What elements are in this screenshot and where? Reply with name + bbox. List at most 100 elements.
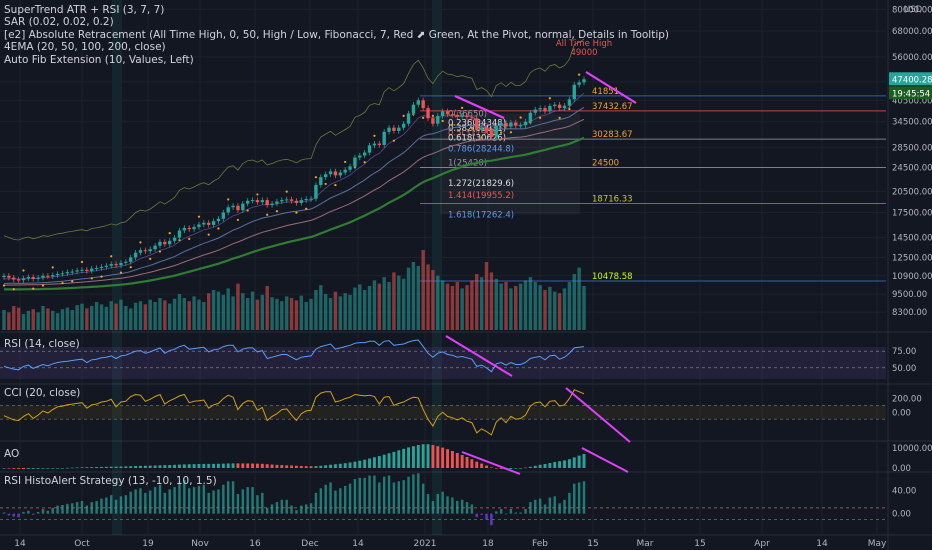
candle-body[interactable] — [245, 200, 250, 204]
candle-body[interactable] — [226, 207, 230, 213]
legend-4ema[interactable]: 4EMA (20, 50, 100, 200, close) — [4, 41, 166, 54]
candle-body[interactable] — [202, 222, 206, 225]
candle-body[interactable] — [216, 218, 221, 222]
candle-body[interactable] — [518, 125, 523, 127]
candle-body[interactable] — [489, 130, 494, 137]
candle-body[interactable] — [270, 203, 274, 206]
candle-body[interactable] — [26, 277, 31, 279]
candle-body[interactable] — [358, 155, 362, 158]
candle-body[interactable] — [207, 222, 211, 225]
candle-body[interactable] — [255, 200, 260, 203]
candle-body[interactable] — [436, 116, 440, 124]
candle-body[interactable] — [231, 205, 235, 208]
candle-body[interactable] — [177, 230, 182, 238]
candle-body[interactable] — [114, 264, 118, 266]
candle-body[interactable] — [182, 227, 187, 231]
ao-pane-title[interactable]: AO — [4, 448, 20, 460]
candle-body[interactable] — [548, 106, 552, 112]
candle-body[interactable] — [80, 269, 84, 271]
candle-body[interactable] — [138, 250, 143, 253]
candle-body[interactable] — [197, 224, 201, 228]
price-divergence-line[interactable] — [585, 71, 637, 104]
candle-body[interactable] — [99, 266, 104, 269]
candle-body[interactable] — [60, 273, 65, 275]
candle-body[interactable] — [465, 115, 469, 118]
candle-body[interactable] — [148, 249, 152, 252]
candle-body[interactable] — [338, 172, 343, 176]
rsi-divergence-line[interactable] — [445, 335, 513, 377]
candle-body[interactable] — [158, 241, 162, 246]
candle-body[interactable] — [440, 111, 445, 117]
candle-body[interactable] — [275, 201, 279, 204]
candle-body[interactable] — [392, 127, 396, 131]
candle-body[interactable] — [406, 113, 411, 124]
candle-body[interactable] — [309, 198, 313, 200]
candle-body[interactable] — [475, 118, 479, 130]
candle-body[interactable] — [562, 105, 567, 109]
candle-body[interactable] — [163, 241, 167, 245]
candle-body[interactable] — [221, 212, 226, 219]
candle-body[interactable] — [426, 108, 430, 119]
candle-body[interactable] — [36, 277, 40, 279]
candle-body[interactable] — [343, 169, 347, 173]
candle-body[interactable] — [572, 84, 576, 100]
candle-body[interactable] — [377, 143, 381, 145]
candle-body[interactable] — [362, 152, 367, 156]
candle-body[interactable] — [55, 273, 60, 276]
candle-body[interactable] — [187, 227, 191, 230]
candle-body[interactable] — [7, 275, 11, 278]
candle-body[interactable] — [543, 108, 547, 112]
candle-body[interactable] — [51, 275, 55, 277]
candle-body[interactable] — [553, 104, 557, 107]
candle-body[interactable] — [353, 157, 357, 167]
candle-body[interactable] — [382, 131, 386, 145]
candle-body[interactable] — [90, 268, 94, 271]
candle-body[interactable] — [538, 108, 542, 110]
rsi-histoalert-pane-title[interactable]: RSI HistoAlert Strategy (13, -10, 10, 1.… — [4, 475, 217, 487]
candle-body[interactable] — [153, 245, 157, 250]
candle-body[interactable] — [109, 264, 113, 266]
candle-body[interactable] — [304, 199, 308, 201]
candle-body[interactable] — [567, 99, 572, 106]
candle-body[interactable] — [75, 270, 79, 272]
candle-body[interactable] — [323, 174, 328, 178]
candle-body[interactable] — [450, 114, 455, 116]
legend-auto-fib-extension[interactable]: Auto Fib Extension (10, Values, Left) — [4, 53, 194, 66]
candle-body[interactable] — [494, 125, 498, 137]
candle-body[interactable] — [314, 184, 318, 199]
legend-sar[interactable]: SAR (0.02, 0.02, 0.2) — [4, 16, 114, 29]
candle-body[interactable] — [557, 104, 562, 109]
candle-body[interactable] — [85, 269, 89, 271]
candle-body[interactable] — [21, 278, 26, 281]
candle-body[interactable] — [172, 237, 177, 241]
candle-body[interactable] — [367, 145, 372, 153]
candle-body[interactable] — [479, 127, 484, 130]
candle-body[interactable] — [94, 268, 99, 270]
ao-divergence-line[interactable] — [461, 451, 521, 475]
candle-body[interactable] — [460, 115, 464, 117]
candle-body[interactable] — [514, 122, 518, 126]
legend-supertrend[interactable]: SuperTrend ATR + RSI (3, 7, 7) — [4, 4, 165, 16]
candle-body[interactable] — [455, 114, 459, 117]
candle-body[interactable] — [168, 240, 172, 245]
candle-body[interactable] — [280, 200, 284, 202]
candle-body[interactable] — [348, 166, 352, 170]
candle-body[interactable] — [104, 265, 109, 267]
candle-body[interactable] — [46, 275, 50, 277]
candle-body[interactable] — [577, 82, 581, 85]
candle-body[interactable] — [16, 279, 21, 281]
candle-body[interactable] — [299, 200, 304, 203]
candle-body[interactable] — [431, 118, 435, 124]
candle-body[interactable] — [124, 261, 128, 263]
candle-body[interactable] — [401, 123, 406, 128]
candle-body[interactable] — [372, 143, 377, 146]
candle-body[interactable] — [397, 127, 401, 131]
candle-body[interactable] — [445, 111, 450, 115]
candle-body[interactable] — [265, 200, 269, 206]
legend-absolute-retracement[interactable]: [e2] Absolute Retracement (All Time High… — [4, 28, 670, 41]
candle-body[interactable] — [260, 200, 265, 203]
candle-body[interactable] — [65, 272, 70, 274]
rsi-pane-title[interactable]: RSI (14, close) — [4, 338, 80, 350]
candle-body[interactable] — [211, 221, 216, 225]
